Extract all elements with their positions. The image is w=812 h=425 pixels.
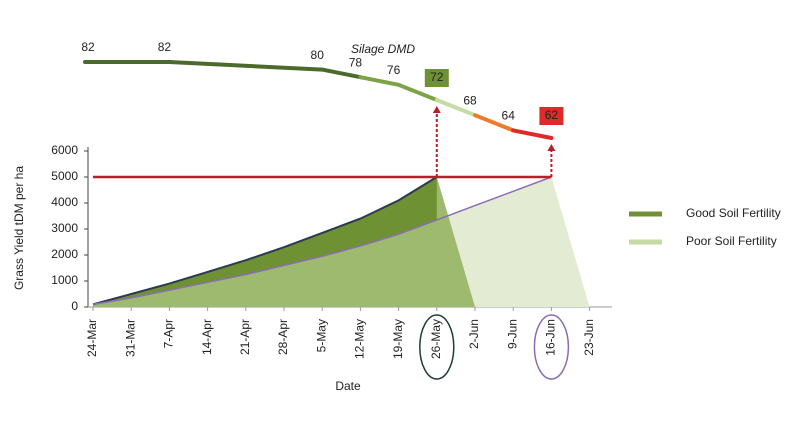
legend-label: Good Soil Fertility [686, 206, 781, 220]
x-tick-label: 19-May [391, 319, 405, 359]
dmd-segment [396, 82, 439, 102]
x-tick-label: 28-Apr [276, 319, 290, 355]
dmd-label: 72 [430, 70, 444, 84]
x-tick-label: 21-Apr [238, 319, 252, 355]
date-highlight [419, 314, 455, 380]
dmd-label: 68 [463, 93, 477, 107]
dmd-title: Silage DMD [351, 42, 415, 56]
fertility-gap [93, 177, 437, 305]
dmd-label: 80 [311, 48, 325, 62]
legend-label: Poor Soil Fertility [686, 234, 777, 248]
x-tick-label: 12-May [353, 319, 367, 359]
y-tick-label: 2000 [51, 247, 78, 261]
dmd-label: 82 [81, 40, 95, 54]
dmd-label: 78 [349, 55, 363, 69]
y-tick-label: 3000 [51, 221, 78, 235]
y-axis-title: Grass Yield tDM per ha [12, 166, 26, 290]
x-tick-label: 24-Mar [85, 319, 99, 357]
arrow-head [432, 106, 441, 113]
x-tick-label: 23-Jun [582, 319, 596, 356]
dmd-segment [358, 75, 401, 87]
y-tick-label: 1000 [51, 273, 78, 287]
dmd-segment [473, 113, 516, 133]
dmd-segment [320, 67, 363, 80]
dmd-box [539, 107, 564, 125]
y-tick-label: 5000 [51, 169, 78, 183]
x-tick-label: 16-Jun [544, 319, 558, 356]
dmd-box [424, 69, 449, 87]
dmd-label: 76 [387, 63, 401, 77]
x-tick-label: 7-Apr [162, 319, 176, 348]
series-line [92, 176, 552, 306]
x-axis-title: Date [335, 379, 361, 393]
x-tick-label: 14-Apr [200, 319, 214, 355]
series-line [92, 176, 438, 306]
x-tick-label: 26-May [429, 319, 443, 359]
dmd-segment [511, 128, 554, 140]
x-tick-label: 5-May [314, 319, 328, 352]
dmd-label: 82 [158, 40, 172, 54]
y-tick-label: 0 [71, 299, 78, 313]
x-tick-label: 9-Jun [505, 319, 519, 349]
x-tick-label: 2-Jun [467, 319, 481, 349]
dmd-segment [434, 98, 477, 118]
dmd-segment [167, 60, 325, 72]
x-tick-label: 31-Mar [123, 319, 137, 357]
y-tick-label: 6000 [51, 143, 78, 157]
date-highlight [533, 314, 570, 380]
arrow-head [547, 144, 556, 151]
y-tick-label: 4000 [51, 195, 78, 209]
dmd-label: 64 [502, 109, 516, 123]
dmd-label: 62 [545, 108, 559, 122]
